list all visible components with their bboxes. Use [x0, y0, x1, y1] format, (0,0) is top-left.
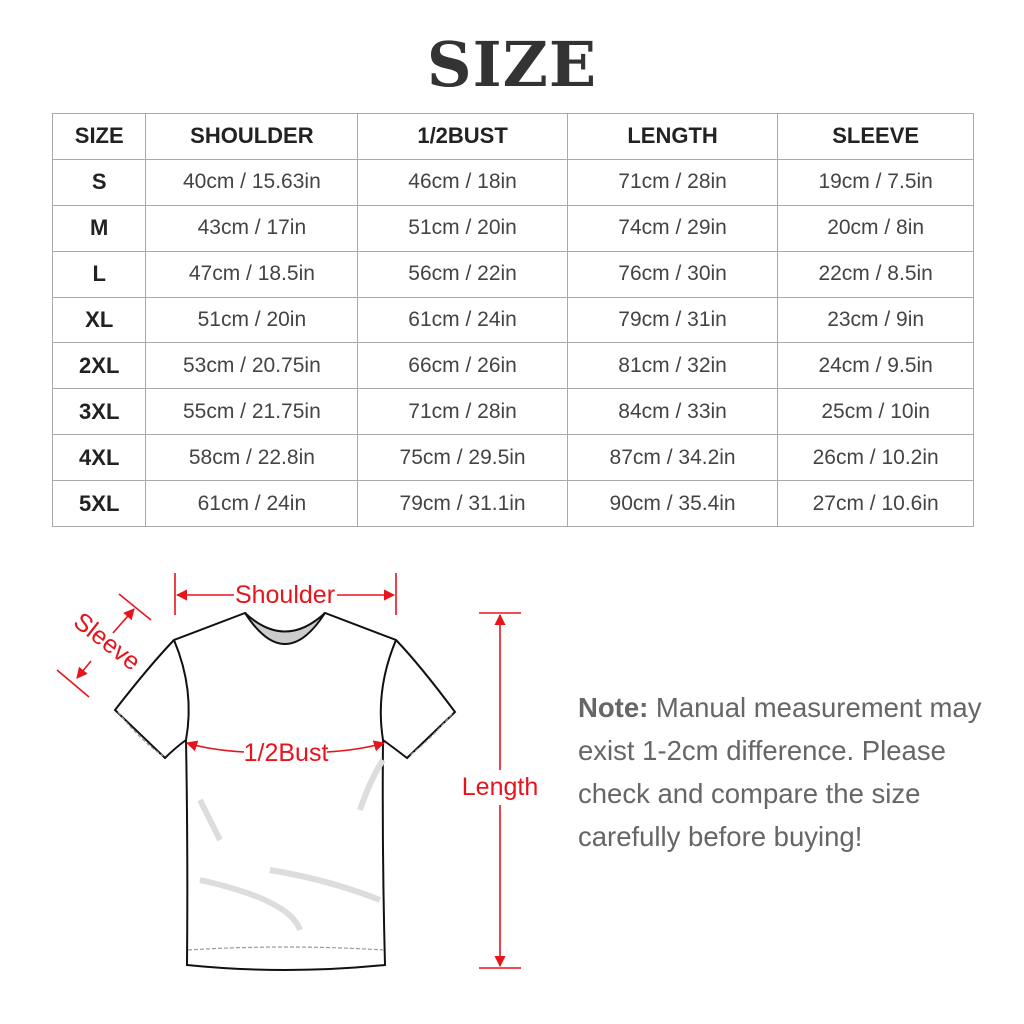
measurement-cell: 87cm / 34.2in	[566, 434, 779, 482]
table-row: S 40cm / 15.63in 46cm / 18in 71cm / 28in 19c…	[51, 158, 974, 206]
length-label: Length	[462, 773, 538, 801]
column-header-length: LENGTH	[566, 113, 779, 160]
sleeve-tick-top	[118, 593, 152, 621]
column-header-size: SIZE	[51, 113, 147, 160]
measurement-cell: 71cm / 28in	[357, 388, 568, 436]
table-header-row: SIZE SHOULDER 1/2BUST LENGTH SLEEVE	[51, 113, 974, 160]
measurement-cell: 79cm / 31.1in	[357, 480, 568, 528]
bust-arrow-left	[185, 740, 245, 753]
table-row: 2XL 53cm / 20.75in 66cm / 26in 81cm / 32in 2…	[51, 342, 974, 390]
page-title: SIZE	[426, 28, 598, 101]
measurement-cell: 56cm / 22in	[357, 250, 568, 298]
measurement-cell: 90cm / 35.4in	[566, 480, 779, 528]
shoulder-label: Shoulder	[235, 581, 335, 609]
tshirt-icon	[113, 611, 457, 971]
bust-arrow-right	[326, 740, 386, 753]
measurement-cell: 24cm / 9.5in	[777, 342, 974, 390]
measurement-cell: 47cm / 18.5in	[145, 250, 359, 298]
column-header-1-2bust: 1/2BUST	[357, 113, 568, 160]
size-table: SIZE SHOULDER 1/2BUST LENGTH SLEEVE S 40cm / …	[51, 113, 974, 528]
table-row: 4XL 58cm / 22.8in 75cm / 29.5in 87cm / 34.2…	[51, 434, 974, 482]
column-header-sleeve: SLEEVE	[777, 113, 974, 160]
measurement-cell: 58cm / 22.8in	[145, 434, 359, 482]
measurement-cell: 71cm / 28in	[566, 158, 779, 206]
bust-label: 1/2Bust	[244, 739, 329, 767]
measurement-cell: 61cm / 24in	[145, 480, 359, 528]
measurement-cell: 81cm / 32in	[566, 342, 779, 390]
table-row: M 43cm / 17in 51cm / 20in 74cm / 29in 20cm /…	[51, 204, 974, 252]
measurement-cell: 25cm / 10in	[777, 388, 974, 436]
size-cell: S	[51, 158, 147, 206]
note-label: Note:	[578, 692, 649, 723]
measurement-cell: 66cm / 26in	[357, 342, 568, 390]
sleeve-arrow-top	[112, 608, 135, 634]
measurement-cell: 23cm / 9in	[777, 296, 974, 344]
table-row: L 47cm / 18.5in 56cm / 22in 76cm / 30in 22cm…	[51, 250, 974, 298]
table-row: 5XL 61cm / 24in 79cm / 31.1in 90cm / 35.4in…	[51, 480, 974, 528]
sleeve-arrow-bottom	[76, 660, 92, 679]
measurement-cell: 19cm / 7.5in	[777, 158, 974, 206]
measurement-cell: 20cm / 8in	[777, 204, 974, 252]
measurement-cell: 75cm / 29.5in	[357, 434, 568, 482]
size-cell: 2XL	[51, 342, 147, 390]
size-cell: M	[51, 204, 147, 252]
measurement-cell: 22cm / 8.5in	[777, 250, 974, 298]
note: Note: Manual measurement may exist 1-2cm…	[578, 686, 998, 858]
measurement-cell: 46cm / 18in	[357, 158, 568, 206]
size-cell: 3XL	[51, 388, 147, 436]
measurement-cell: 27cm / 10.6in	[777, 480, 974, 528]
size-cell: XL	[51, 296, 147, 344]
measurement-cell: 40cm / 15.63in	[145, 158, 359, 206]
sleeve-label: Sleeve	[68, 607, 145, 676]
measurement-cell: 43cm / 17in	[145, 204, 359, 252]
measurement-cell: 55cm / 21.75in	[145, 388, 359, 436]
measurement-cell: 76cm / 30in	[566, 250, 779, 298]
measurement-cell: 84cm / 33in	[566, 388, 779, 436]
sleeve-tick-bottom	[56, 669, 90, 698]
size-cell: 5XL	[51, 480, 147, 528]
note-text: Manual measurement may exist 1-2cm diffe…	[578, 692, 982, 852]
measurement-cell: 79cm / 31in	[566, 296, 779, 344]
measurement-cell: 74cm / 29in	[566, 204, 779, 252]
measurement-cell: 51cm / 20in	[357, 204, 568, 252]
table-row: 3XL 55cm / 21.75in 71cm / 28in 84cm / 33in 2…	[51, 388, 974, 436]
